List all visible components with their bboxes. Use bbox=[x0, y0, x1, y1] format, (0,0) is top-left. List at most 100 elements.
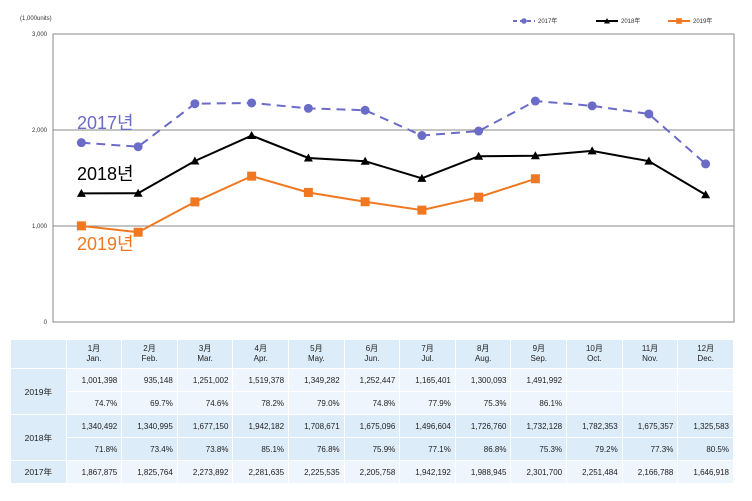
table-cell-percent: 86.8% bbox=[454, 437, 512, 461]
data-point bbox=[360, 105, 370, 115]
month-number: 3月 bbox=[198, 344, 212, 353]
table-header-row: 1月 Jan. 2月 Feb. 3月 Mar. 4月 Apr. 5月 May. 6月 Jun. 7月 Ju… bbox=[10, 339, 734, 369]
table-cell-value: 1,340,995 bbox=[121, 414, 178, 438]
data-table: 1月 Jan. 2月 Feb. 3月 Mar. 4月 Apr. 5月 May. 6月 Jun. 7月 Ju… bbox=[10, 339, 734, 484]
series-layer bbox=[76, 96, 711, 237]
table-cell-value: 1,349,282 bbox=[288, 368, 345, 392]
month-number: 5月 bbox=[310, 344, 323, 353]
table-cell-value: 1,867,875 bbox=[65, 460, 123, 484]
table-cell-value bbox=[566, 368, 623, 392]
month-number: 4月 bbox=[254, 344, 267, 353]
month-abbrev: Nov. bbox=[642, 354, 658, 363]
data-point bbox=[474, 151, 484, 160]
table-cell-value: 1,708,671 bbox=[288, 414, 345, 438]
month-number: 12月 bbox=[697, 344, 715, 353]
month-header: 4月 Apr. bbox=[232, 339, 290, 369]
month-header: 10月 Oct. bbox=[566, 339, 623, 369]
legend-label: 2019年 bbox=[693, 17, 712, 25]
row-label: 2018年 bbox=[10, 414, 67, 461]
table-cell-value: 2,225,535 bbox=[288, 460, 345, 484]
data-point bbox=[190, 99, 200, 109]
data-point bbox=[530, 151, 540, 160]
data-point bbox=[587, 101, 597, 111]
table-cell-percent: 74.8% bbox=[343, 391, 401, 415]
month-abbrev: Feb. bbox=[141, 354, 158, 363]
month-header: 6月 Jun. bbox=[343, 339, 401, 369]
table-cell-value: 2,166,788 bbox=[621, 460, 679, 484]
row-label: 2019年 bbox=[10, 368, 67, 415]
month-header: 9月 Sep. bbox=[510, 339, 568, 369]
series-2019年 bbox=[76, 171, 540, 237]
month-abbrev: Dec. bbox=[697, 354, 714, 363]
month-number: 9月 bbox=[532, 344, 546, 353]
table-cell-value: 1,646,918 bbox=[677, 460, 734, 484]
data-point bbox=[133, 227, 143, 237]
table-cell-percent: 73.8% bbox=[176, 437, 234, 461]
table-cell-value: 1,825,764 bbox=[121, 460, 178, 484]
series-line bbox=[81, 100, 707, 165]
table-cell-value bbox=[621, 368, 679, 392]
month-header: 12月 Dec. bbox=[677, 339, 734, 369]
data-point bbox=[303, 103, 313, 113]
legend-label: 2017年 bbox=[538, 17, 557, 25]
table-cell-value: 2,251,484 bbox=[566, 460, 623, 484]
data-point bbox=[644, 156, 654, 165]
table-cell-percent: 69.7% bbox=[121, 391, 178, 415]
data-point bbox=[76, 221, 86, 231]
series-line bbox=[81, 175, 536, 234]
table-cell-value bbox=[677, 368, 734, 392]
month-abbrev: Jan. bbox=[86, 354, 102, 363]
table-cell-value: 1,251,002 bbox=[176, 368, 234, 392]
y-tick-label: 2,000 bbox=[32, 128, 48, 134]
data-point bbox=[303, 187, 313, 197]
table-corner bbox=[10, 339, 67, 369]
y-axis-ticks: 0 1,000 2,000 3,000 bbox=[32, 32, 48, 326]
table-cell-value: 1,675,096 bbox=[343, 414, 401, 438]
table-cell-percent: 71.8% bbox=[65, 437, 123, 461]
legend-marker bbox=[521, 18, 527, 24]
month-number: 10月 bbox=[585, 344, 603, 353]
data-point bbox=[417, 205, 427, 215]
data-point bbox=[474, 192, 484, 202]
month-header: 1月 Jan. bbox=[65, 339, 123, 369]
table-cell-percent bbox=[566, 391, 623, 415]
month-number: 1月 bbox=[87, 344, 101, 353]
table-cell-percent: 74.7% bbox=[65, 391, 123, 415]
table-cell-value: 2,301,700 bbox=[510, 460, 568, 484]
table-cell-value: 2,281,635 bbox=[232, 460, 290, 484]
month-header: 5月 May. bbox=[288, 339, 345, 369]
y-tick-label: 1,000 bbox=[32, 224, 48, 230]
table-cell-percent: 86.1% bbox=[510, 391, 568, 415]
month-number: 11月 bbox=[641, 344, 659, 353]
table-cell-value: 1,732,128 bbox=[510, 414, 568, 438]
data-point bbox=[360, 197, 370, 207]
table-row-percent: 74.7% 69.7% 74.6% 78.2% 79.0% 74.8% 77.9% 75.3%… bbox=[11, 391, 734, 415]
data-point bbox=[474, 126, 484, 136]
y-tick-label: 3,000 bbox=[32, 32, 48, 38]
table-cell-value: 1,325,583 bbox=[677, 414, 734, 438]
table-row: 2017年 1,867,875 1,825,764 2,273,892 2,281,63… bbox=[10, 460, 734, 484]
table-cell-percent: 73.4% bbox=[121, 437, 178, 461]
table-cell-value: 1,165,401 bbox=[399, 368, 456, 392]
table-cell-percent: 77.3% bbox=[621, 437, 679, 461]
row-label: 2017年 bbox=[10, 460, 67, 484]
data-point bbox=[303, 153, 313, 162]
y-tick-label: 0 bbox=[44, 320, 48, 326]
table-cell-percent: 75.9% bbox=[343, 437, 401, 461]
month-header: 7月 Jul. bbox=[399, 339, 456, 369]
table-cell-value: 1,252,447 bbox=[343, 368, 401, 392]
data-point bbox=[247, 131, 257, 140]
series-label-2017年: 2017년 bbox=[77, 113, 134, 133]
data-point bbox=[530, 96, 540, 106]
table-cell-percent: 77.9% bbox=[399, 391, 456, 415]
data-point bbox=[417, 131, 427, 141]
unit-label: (1,000units) bbox=[20, 16, 52, 22]
month-abbrev: Jun. bbox=[364, 354, 380, 363]
data-point bbox=[190, 156, 200, 165]
table-cell-value: 1,496,604 bbox=[399, 414, 456, 438]
table-cell-value: 1,300,093 bbox=[454, 368, 512, 392]
table-cell-percent: 75.3% bbox=[510, 437, 568, 461]
table-cell-value: 935,148 bbox=[121, 368, 178, 392]
data-point bbox=[247, 171, 257, 181]
month-number: 2月 bbox=[143, 344, 156, 353]
